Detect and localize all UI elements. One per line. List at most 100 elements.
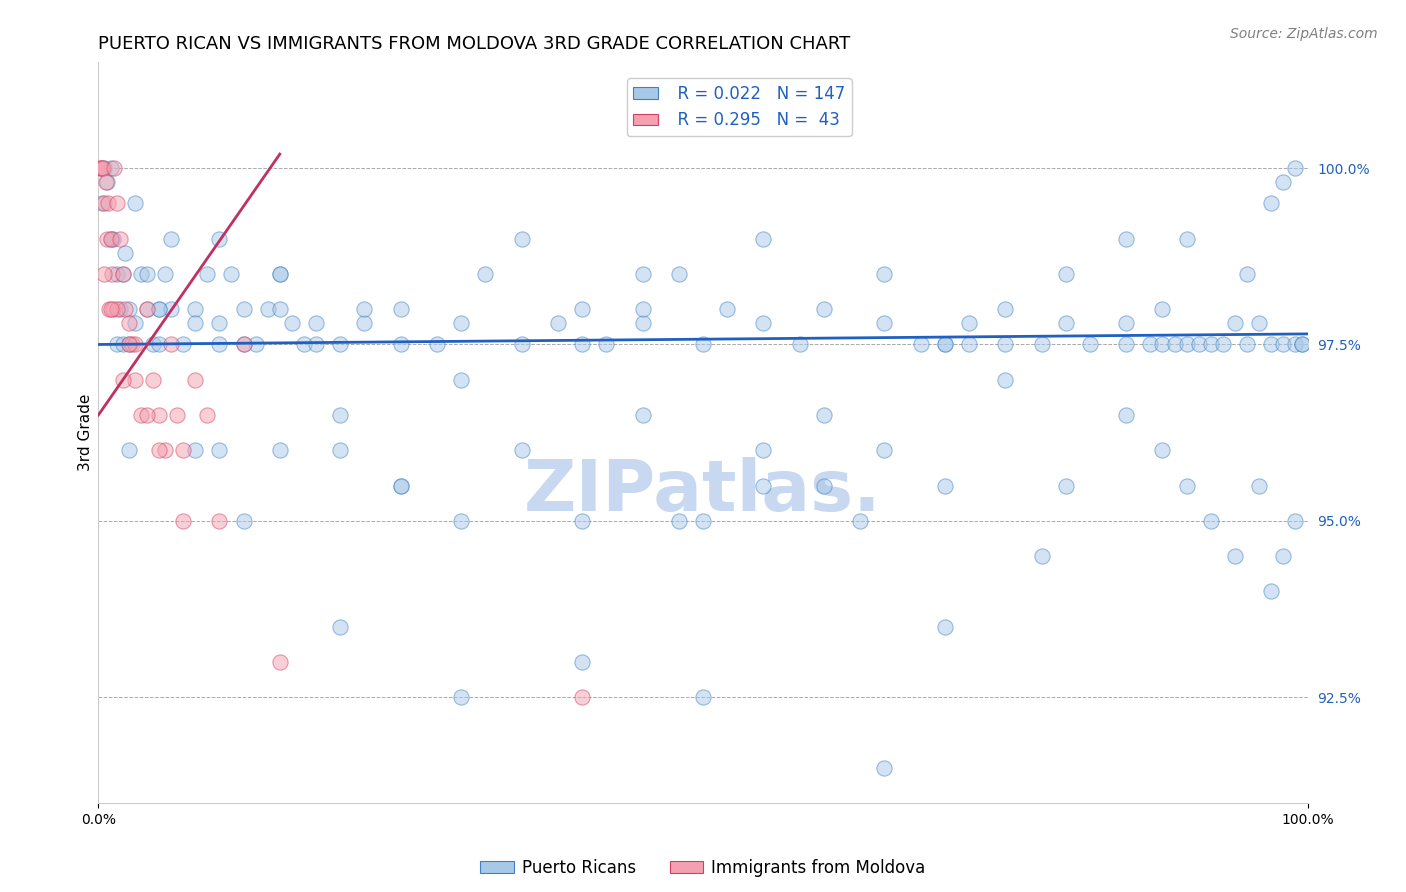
Point [329,619,352,633]
Point [142,337,165,351]
Point [118,337,141,351]
Point [692,514,714,528]
Point [813,478,835,492]
Point [1115,232,1137,246]
Point [124,337,146,351]
Point [148,443,170,458]
Point [208,337,231,351]
Point [111,267,134,281]
Point [1175,478,1198,492]
Point [631,408,654,422]
Point [1115,337,1137,351]
Point [135,302,157,317]
Y-axis label: 3rd Grade: 3rd Grade [77,394,93,471]
Point [148,337,170,351]
Point [1188,337,1211,351]
Point [269,655,291,669]
Point [135,267,157,281]
Point [752,232,775,246]
Point [1152,337,1174,351]
Point [329,337,352,351]
Point [1078,337,1101,351]
Point [389,302,412,317]
Point [160,232,183,246]
Point [208,232,231,246]
Point [1152,443,1174,458]
Point [160,302,183,317]
Point [789,337,811,351]
Point [94,175,117,189]
Point [1115,408,1137,422]
Point [571,655,593,669]
Point [353,302,375,317]
Point [450,316,472,330]
Point [1260,196,1282,211]
Point [1031,337,1053,351]
Point [100,302,122,317]
Point [111,373,134,387]
Point [1260,584,1282,599]
Point [934,337,956,351]
Point [1054,478,1077,492]
Point [994,302,1017,317]
Point [135,302,157,317]
Point [1199,514,1222,528]
Point [208,514,231,528]
Point [90,161,112,176]
Legend:   R = 0.022   N = 147,   R = 0.295   N =  43: R = 0.022 N = 147, R = 0.295 N = 43 [627,78,852,136]
Point [208,443,231,458]
Point [184,443,207,458]
Point [118,443,141,458]
Point [450,690,472,704]
Point [1291,337,1313,351]
Point [1115,316,1137,330]
Point [631,316,654,330]
Point [292,337,315,351]
Point [305,316,328,330]
Point [269,302,291,317]
Point [153,443,176,458]
Point [269,267,291,281]
Point [108,302,131,317]
Point [118,302,141,317]
Point [329,443,352,458]
Point [91,161,114,176]
Point [571,690,593,704]
Point [91,196,114,211]
Point [1260,337,1282,351]
Point [208,316,231,330]
Point [873,443,896,458]
Point [148,408,170,422]
Point [184,302,207,317]
Point [1199,337,1222,351]
Point [135,408,157,422]
Point [108,232,131,246]
Point [389,478,412,492]
Point [166,408,188,422]
Point [1175,337,1198,351]
Point [142,373,165,387]
Point [1175,232,1198,246]
Point [752,443,775,458]
Point [100,161,122,176]
Point [957,316,980,330]
Point [692,337,714,351]
Point [571,302,593,317]
Point [195,267,218,281]
Point [96,175,118,189]
Point [1163,337,1185,351]
Point [389,478,412,492]
Point [450,373,472,387]
Point [595,337,617,351]
Point [1212,337,1234,351]
Point [1152,302,1174,317]
Point [1272,175,1295,189]
Point [172,337,194,351]
Point [100,232,122,246]
Point [105,337,128,351]
Point [1272,549,1295,563]
Point [100,232,122,246]
Point [752,831,775,846]
Text: PUERTO RICAN VS IMMIGRANTS FROM MOLDOVA 3RD GRADE CORRELATION CHART: PUERTO RICAN VS IMMIGRANTS FROM MOLDOVA … [98,35,851,53]
Point [934,619,956,633]
